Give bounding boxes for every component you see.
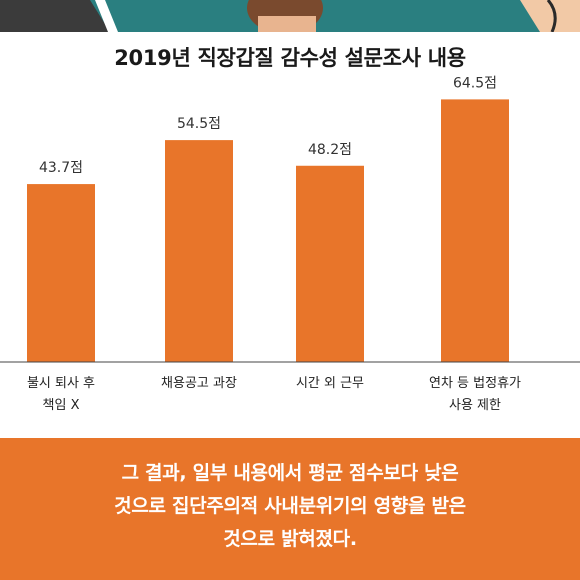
right-face-outline <box>546 0 557 32</box>
caption-line-1: 그 결과, 일부 내용에서 평균 점수보다 낮은 <box>121 462 459 484</box>
top-illustration <box>0 0 580 32</box>
category-label-2-line-1: 채용공고 과장 <box>161 376 237 391</box>
value-label-3: 48.2점 <box>308 142 352 158</box>
bar-3 <box>296 165 364 362</box>
bars-layer <box>27 99 509 363</box>
top-illustration-band <box>0 0 580 32</box>
category-label-4-line-1: 연차 등 법정휴가 <box>429 376 521 391</box>
bar-4 <box>441 99 509 363</box>
left-suit-shape <box>0 0 110 32</box>
bar-1 <box>27 184 95 362</box>
category-label-1-line-2: 책임 X <box>43 398 80 413</box>
category-label-4-line-2: 사용 제한 <box>449 398 501 413</box>
value-label-4: 64.5점 <box>453 75 497 91</box>
chart-title: 2019년 직장갑질 감수성 설문조사 내용 <box>114 46 466 70</box>
value-label-2: 54.5점 <box>177 116 221 132</box>
value-label-1: 43.7점 <box>39 160 83 176</box>
category-label-3-line-1: 시간 외 근무 <box>296 376 364 391</box>
caption-line-2: 것으로 집단주의적 사내분위기의 영향을 받은 <box>114 495 466 517</box>
right-face-shape <box>520 0 580 32</box>
face-shape <box>258 16 316 32</box>
bar-2 <box>165 140 233 362</box>
left-collar-shape <box>95 0 118 32</box>
caption-panel: 그 결과, 일부 내용에서 평균 점수보다 낮은 것으로 집단주의적 사내분위기… <box>0 438 580 580</box>
category-label-1-line-1: 불시 퇴사 후 <box>27 376 95 391</box>
caption-line-3: 것으로 밝혀졌다. <box>223 528 357 550</box>
